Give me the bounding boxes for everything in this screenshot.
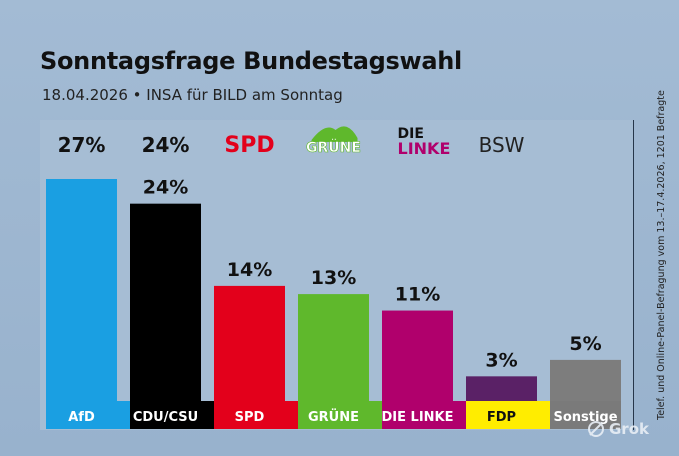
category-label-gr-ne: GRÜNE [308,409,359,425]
bar-afd [46,179,117,401]
value-label-spd: 14% [227,259,272,281]
bar-sonstige [550,359,621,401]
value-label-sonstige: 5% [569,333,601,355]
linke-logo-line1: DIE [398,126,424,142]
top-value-0: 27% [58,133,106,157]
linke-logo-line2: LINKE [398,139,451,158]
category-label-fdp: FDP [487,410,516,425]
gruene-logo: GRÜNE [306,138,361,156]
bar-spd [214,285,285,401]
watermark-text: Grok [609,420,649,438]
survey-note: Telef. und Online-Panel-Befragung vom 13… [656,90,667,420]
value-label-cdu-csu: 24% [143,177,188,199]
category-strip-spd [214,401,298,429]
category-strip-fdp [466,401,550,429]
category-label-spd: SPD [235,410,265,425]
category-strip-gr-ne [298,401,382,429]
category-strip-sonstige [550,401,621,429]
gruene-sunflower-icon [311,126,358,142]
value-label-gr-ne: 13% [311,267,356,289]
category-label-die-linke: DIE LINKE [382,410,454,425]
category-strip-afd [46,401,130,429]
top-value-1: 24% [142,133,190,157]
chart-subtitle: 18.04.2026 • INSA für BILD am Sonntag [42,86,343,104]
watermark: Grok [587,420,649,438]
chart-title: Sonntagsfrage Bundestagswahl [40,47,462,75]
grok-logo-icon [588,421,604,437]
category-label-afd: AfD [68,410,95,425]
panel-right-border [633,120,634,430]
bsw-logo: BSW [479,133,525,157]
bar-gr-ne [298,294,369,401]
value-label-die-linke: 11% [395,284,440,306]
category-label-sonstige: Sonstige [553,410,617,425]
spd-logo: SPD [224,133,274,158]
bar-die-linke [382,310,453,401]
bar-fdp [466,376,537,401]
category-label-cdu-csu: CDU/CSU [133,410,198,425]
bar-cdu-csu [130,203,201,401]
category-strip-die-linke [382,401,466,429]
value-label-fdp: 3% [485,349,517,371]
category-strip-cdu-csu [130,401,214,429]
